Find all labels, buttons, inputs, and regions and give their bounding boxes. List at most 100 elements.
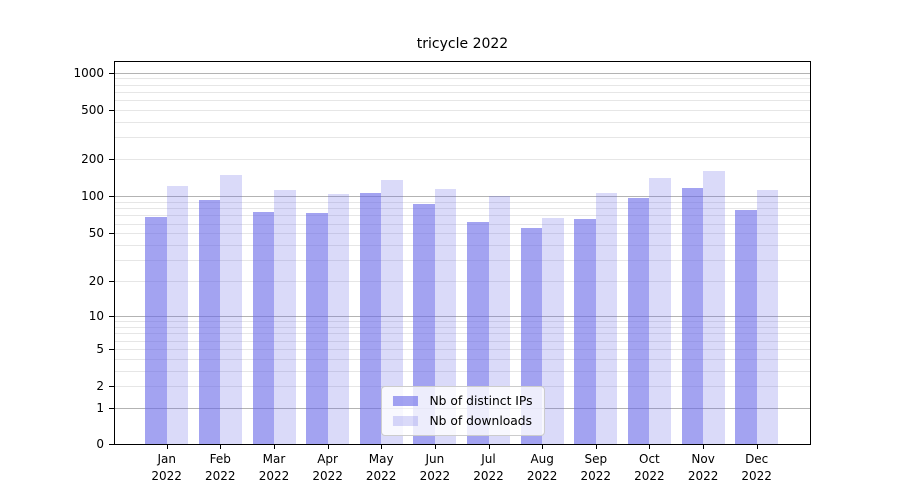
- y-tick-mark-50: [109, 233, 114, 235]
- x-tick-mark-jun: [434, 445, 436, 449]
- bar-downloads-jul-2022: [488, 195, 510, 444]
- bar-downloads-nov-2022: [703, 170, 725, 444]
- x-tick-mark-may: [381, 445, 383, 449]
- gridline-minor-5: [115, 348, 810, 350]
- bar-distinct-ips-sep-2022: [574, 218, 596, 444]
- x-tick-label-aug: Aug 2022: [526, 452, 558, 483]
- x-tick-label-jun: Jun 2022: [419, 452, 451, 483]
- gridline-minor-90: [115, 202, 810, 203]
- y-tick-label-10: 10: [88, 309, 104, 324]
- gridline-minor-80: [115, 208, 810, 210]
- y-tick-mark-500: [109, 109, 114, 111]
- bar-downloads-jun-2022: [434, 189, 457, 444]
- bar-distinct-ips-nov-2022: [681, 188, 704, 444]
- x-tick-label-mar: Mar 2022: [258, 452, 290, 483]
- y-tick-mark-10: [109, 316, 114, 318]
- y-tick-label-5: 5: [96, 341, 104, 356]
- y-tick-mark-20: [109, 281, 114, 283]
- y-tick-mark-1: [109, 408, 114, 410]
- x-tick-mark-jan: [166, 445, 168, 449]
- x-tick-mark-oct: [649, 445, 651, 449]
- x-tick-label-sep: Sep 2022: [580, 452, 612, 483]
- y-tick-label-2: 2: [96, 379, 104, 394]
- y-tick-label-500: 500: [81, 102, 104, 117]
- bar-downloads-feb-2022: [220, 175, 242, 444]
- chart-title: tricycle 2022: [416, 36, 509, 52]
- bar-distinct-ips-oct-2022: [627, 198, 650, 444]
- bar-distinct-ips-apr-2022: [306, 213, 328, 444]
- gridline-minor-3: [115, 370, 810, 372]
- y-tick-mark-100: [109, 196, 114, 198]
- gridline-major-100: [115, 196, 810, 198]
- bar-distinct-ips-may-2022: [359, 192, 382, 444]
- gridline-major-1000: [115, 72, 810, 74]
- bar-downloads-oct-2022: [649, 178, 671, 444]
- y-tick-label-1: 1: [96, 401, 104, 416]
- gridline-minor-20: [115, 281, 810, 283]
- gridline-minor-6: [115, 340, 810, 342]
- x-tick-mark-aug: [542, 445, 544, 449]
- y-tick-mark-1000: [109, 72, 114, 74]
- gridline-minor-200: [115, 159, 810, 161]
- bar-distinct-ips-dec-2022: [735, 209, 757, 444]
- y-tick-label-1000: 1000: [73, 65, 104, 80]
- gridline-minor-500: [115, 109, 810, 111]
- legend-swatch-downloads: [392, 416, 418, 426]
- y-tick-mark-5: [109, 348, 114, 350]
- x-tick-label-nov: Nov 2022: [687, 452, 719, 483]
- bar-distinct-ips-jan-2022: [145, 216, 167, 444]
- gridline-minor-4: [115, 358, 810, 360]
- y-tick-label-100: 100: [81, 189, 104, 204]
- y-tick-mark-200: [109, 159, 114, 161]
- bars-layer: [115, 62, 810, 444]
- x-tick-mark-apr: [327, 445, 329, 449]
- x-tick-label-may: May 2022: [365, 452, 397, 483]
- legend-item-downloads: Nb of downloads: [392, 414, 532, 428]
- gridline-minor-300: [115, 137, 810, 139]
- y-tick-mark-2: [109, 386, 114, 388]
- gridline-minor-400: [115, 121, 810, 123]
- x-tick-label-jan: Jan 2022: [151, 452, 182, 483]
- x-tick-mark-sep: [595, 445, 597, 449]
- y-tick-mark-0: [109, 444, 114, 445]
- legend-label-downloads: Nb of downloads: [429, 414, 533, 428]
- y-tick-label-0: 0: [96, 437, 104, 451]
- gridline-minor-700: [115, 91, 810, 93]
- gridline-minor-900: [115, 78, 810, 80]
- x-tick-mark-mar: [274, 445, 275, 449]
- x-tick-label-apr: Apr 2022: [312, 452, 343, 483]
- bar-distinct-ips-feb-2022: [198, 199, 221, 444]
- gridline-minor-60: [115, 223, 810, 225]
- gridline-minor-800: [115, 84, 810, 86]
- bar-downloads-may-2022: [381, 180, 403, 444]
- x-tick-label-oct: Oct 2022: [634, 452, 665, 483]
- legend-swatch-distinct-ips: [392, 396, 418, 406]
- bar-downloads-aug-2022: [542, 217, 564, 444]
- bar-distinct-ips-jun-2022: [413, 203, 435, 444]
- y-tick-label-20: 20: [88, 274, 104, 289]
- x-tick-label-feb: Feb 2022: [205, 452, 236, 483]
- x-tick-mark-jul: [488, 445, 490, 449]
- legend-item-distinct-ips: Nb of distinct IPs: [392, 394, 533, 408]
- x-tick-mark-feb: [220, 445, 222, 449]
- y-tick-label-200: 200: [81, 152, 104, 167]
- bar-downloads-mar-2022: [274, 189, 296, 444]
- x-tick-mark-nov: [703, 445, 705, 449]
- gridline-minor-40: [115, 245, 810, 246]
- gridline-minor-9: [115, 321, 810, 323]
- x-tick-mark-dec: [756, 445, 758, 449]
- gridlines-layer: [115, 62, 810, 444]
- bar-distinct-ips-mar-2022: [252, 212, 274, 444]
- gridline-minor-30: [115, 260, 810, 262]
- gridline-minor-70: [115, 215, 810, 217]
- bar-downloads-apr-2022: [327, 193, 350, 444]
- y-tick-label-50: 50: [88, 226, 104, 241]
- gridline-major-10: [115, 316, 810, 318]
- gridline-minor-8: [115, 326, 810, 328]
- legend-label-distinct-ips: Nb of distinct IPs: [429, 394, 533, 408]
- bar-downloads-jan-2022: [166, 186, 189, 444]
- bar-downloads-dec-2022: [756, 190, 779, 444]
- gridline-minor-7: [115, 333, 810, 335]
- x-tick-label-jul: Jul 2022: [473, 452, 504, 483]
